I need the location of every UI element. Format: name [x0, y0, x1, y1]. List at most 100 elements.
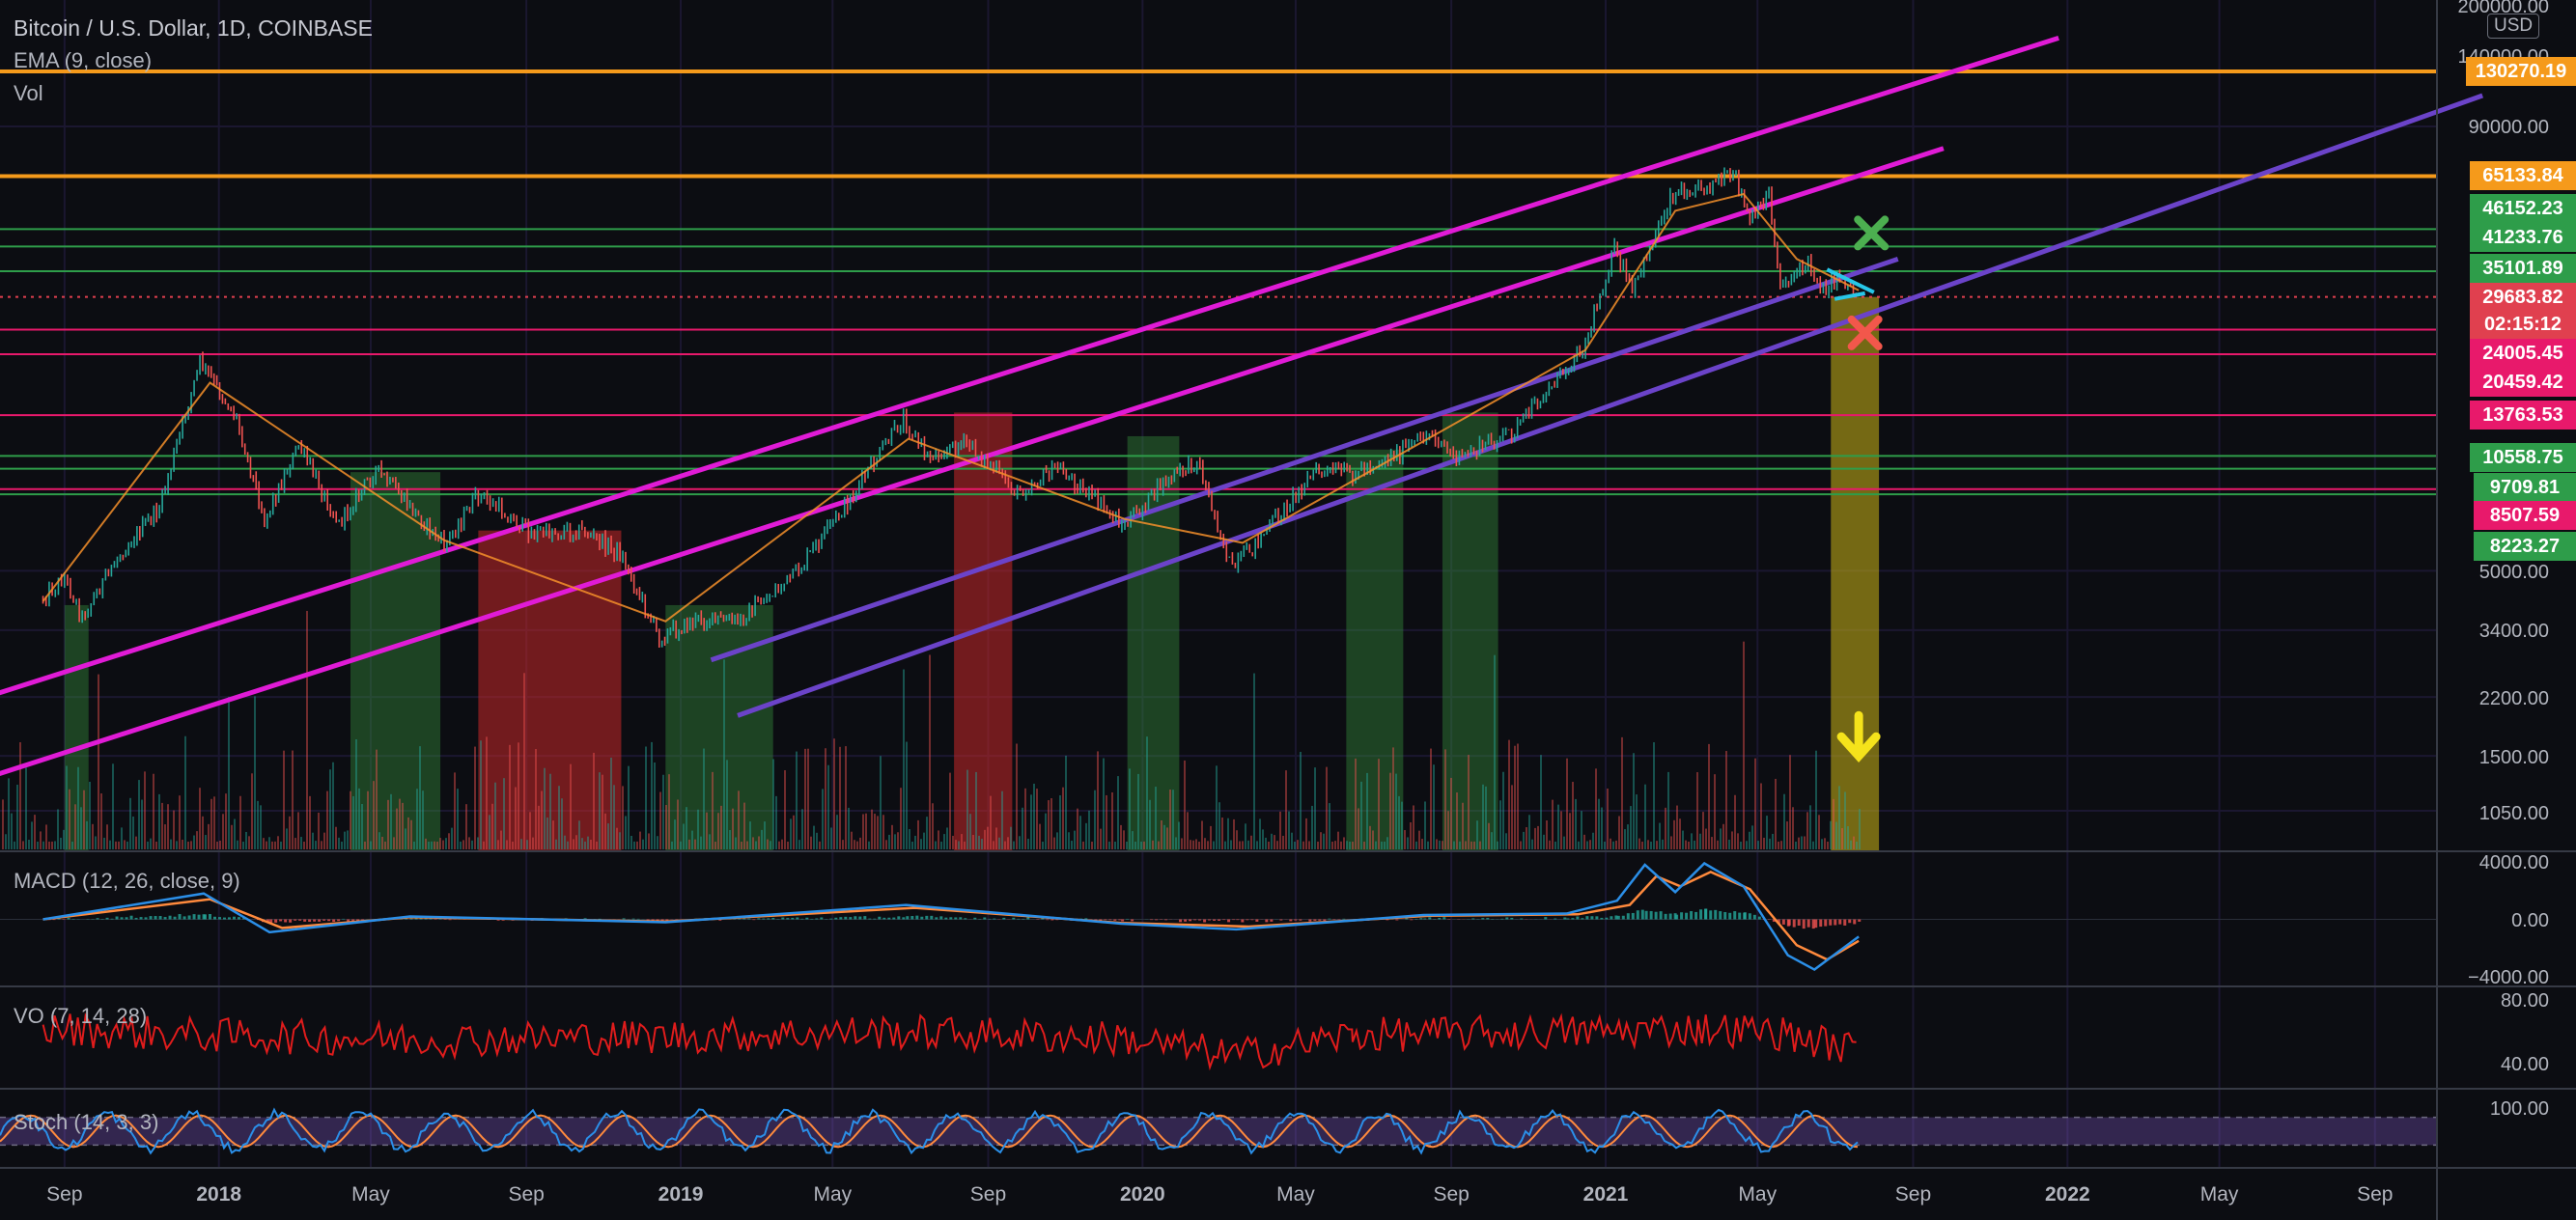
- volume-bar: [1352, 841, 1354, 849]
- volume-bar: [1795, 841, 1797, 849]
- macd-histogram-bar: [767, 918, 770, 920]
- macd-histogram-bar: [424, 918, 428, 920]
- volume-bar: [1207, 841, 1209, 849]
- macd-histogram-bar: [1733, 911, 1737, 920]
- volume-bar: [619, 832, 621, 849]
- volume-bar: [80, 807, 82, 849]
- macd-histogram-bar: [1802, 919, 1806, 929]
- price-tag[interactable]: 10558.75: [2470, 443, 2576, 472]
- volume-bar: [147, 841, 149, 849]
- volume-bar: [1746, 841, 1748, 849]
- macd-histogram-bar: [1328, 918, 1331, 920]
- volume-bar: [1155, 787, 1157, 849]
- macd-histogram-bar: [954, 917, 958, 920]
- volume-bar: [98, 674, 99, 849]
- currency-badge[interactable]: USD: [2487, 14, 2540, 39]
- macd-histogram-bar: [646, 919, 650, 921]
- volume-bar: [923, 832, 925, 849]
- volume-bar: [1346, 841, 1348, 849]
- volume-bar: [914, 835, 916, 849]
- volume-bar: [271, 841, 273, 849]
- macd-histogram-bar: [168, 915, 172, 920]
- macd-histogram-bar: [873, 918, 877, 920]
- volume-bar: [1720, 828, 1722, 849]
- volume-bar: [384, 841, 386, 849]
- volume-bar: [796, 751, 798, 849]
- volume-legend[interactable]: Vol: [14, 81, 43, 105]
- volume-bar: [1401, 801, 1403, 849]
- volume-bar: [1114, 842, 1116, 849]
- macd-histogram-bar: [129, 915, 133, 920]
- volume-bar: [648, 833, 650, 849]
- macd-legend[interactable]: MACD (12, 26, close, 9): [14, 869, 240, 893]
- x-stroke: [1847, 315, 1883, 350]
- price-tag[interactable]: 8223.27: [2474, 532, 2576, 561]
- volume-bar: [1369, 825, 1371, 849]
- volume-bar: [1294, 841, 1296, 849]
- macd-histogram-bar: [791, 917, 795, 920]
- price-tag[interactable]: 13763.53: [2470, 401, 2576, 430]
- x-tick-label: 2022: [2045, 1183, 2090, 1206]
- volume-bar: [410, 819, 412, 849]
- volume-bar: [1300, 751, 1302, 849]
- macd-histogram-bar: [1659, 911, 1663, 920]
- price-tag[interactable]: 35101.89: [2470, 254, 2576, 283]
- volume-bar: [1242, 841, 1244, 849]
- price-tag[interactable]: 24005.45: [2470, 339, 2576, 368]
- price-tag[interactable]: 29683.82: [2470, 283, 2576, 312]
- volume-bar: [1375, 841, 1377, 849]
- volume-bar: [106, 824, 108, 849]
- macd-histogram-bar: [1022, 918, 1025, 920]
- price-tag[interactable]: 130270.19: [2466, 57, 2576, 86]
- price-tag[interactable]: 41233.76: [2470, 223, 2576, 252]
- macd-histogram-bar: [279, 919, 283, 922]
- stoch-legend[interactable]: Stoch (14, 3, 3): [14, 1110, 159, 1134]
- volume-bar: [1045, 813, 1047, 849]
- price-tag[interactable]: 65133.84: [2470, 161, 2576, 190]
- volume-bar: [129, 797, 131, 849]
- macd-histogram-bar: [110, 918, 114, 920]
- volume-bars: [2, 610, 1861, 849]
- volume-bar: [1378, 759, 1380, 849]
- volume-bar: [590, 839, 592, 849]
- volume-bar: [1256, 841, 1258, 849]
- volume-bar: [1708, 743, 1710, 849]
- symbol-title[interactable]: Bitcoin / U.S. Dollar, 1D, COINBASE: [14, 15, 373, 41]
- x-tick-label: 2018: [196, 1183, 241, 1206]
- volume-bar: [289, 816, 291, 849]
- volume-bar: [1074, 830, 1076, 849]
- macd-histogram-bar: [1505, 917, 1509, 920]
- volume-bar: [532, 837, 534, 849]
- volume-bar: [1725, 751, 1727, 849]
- volume-bar: [1728, 839, 1730, 849]
- volume-bar: [1282, 835, 1284, 849]
- volume-bar: [1470, 841, 1472, 849]
- x-tick-label: 2019: [658, 1183, 704, 1206]
- volume-bar: [854, 840, 855, 849]
- volume-bar: [825, 748, 826, 849]
- volume-bar: [917, 819, 919, 849]
- volume-bar: [1314, 767, 1316, 849]
- volume-bar: [671, 841, 673, 849]
- macd-histogram-bar: [1699, 909, 1703, 920]
- volume-bar: [57, 809, 59, 849]
- volume-bar: [1389, 772, 1391, 849]
- price-tag[interactable]: 8507.59: [2474, 501, 2576, 530]
- price-tag[interactable]: 9709.81: [2474, 473, 2576, 502]
- vo-legend[interactable]: VO (7, 14, 28): [14, 1004, 148, 1028]
- volume-bar: [1627, 824, 1629, 849]
- price-tag[interactable]: 46152.23: [2470, 194, 2576, 223]
- highlight-zone: [1127, 435, 1180, 851]
- price-tag[interactable]: 02:15:12: [2470, 310, 2576, 339]
- volume-bar: [1360, 781, 1362, 849]
- volume-bar: [500, 830, 502, 849]
- volume-bar: [34, 815, 36, 849]
- ema-legend[interactable]: EMA (9, close): [14, 48, 153, 72]
- volume-bar: [1763, 837, 1765, 849]
- time-axis[interactable]: Sep 2018 May Sep 2019 May Sep 2020 May Sep 2021 May…: [46, 1183, 2393, 1206]
- price-tag[interactable]: 20459.42: [2470, 368, 2576, 397]
- volume-bar: [1610, 838, 1611, 849]
- volume-bar: [448, 833, 450, 849]
- volume-bar: [1830, 820, 1832, 849]
